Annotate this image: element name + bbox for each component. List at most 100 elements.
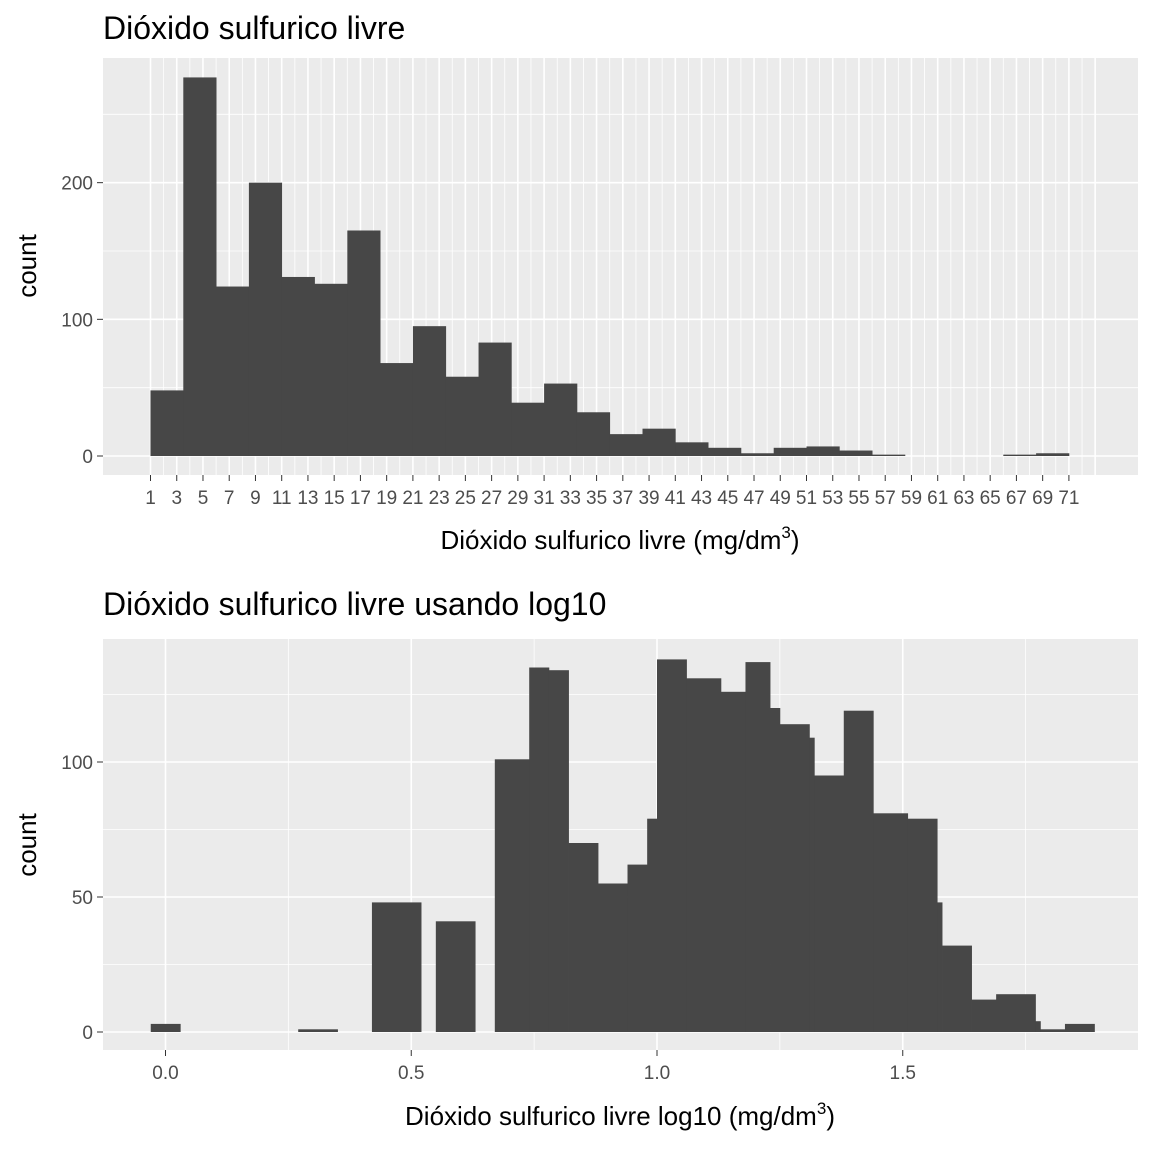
chart-1-bar: [183, 77, 217, 456]
chart-2-x-tick-label: 1.5: [890, 1063, 916, 1084]
chart-1-x-tick-label: 23: [429, 488, 450, 509]
chart-1-y-tick-label: 200: [61, 174, 93, 195]
chart-2-bar: [150, 1023, 181, 1032]
chart-1-x-tick-label: 45: [717, 488, 738, 509]
chart-1-x-tick-label: 19: [376, 488, 397, 509]
chart-1-x-tick-label: 47: [743, 488, 764, 509]
chart-1-x-tick-label: 71: [1058, 488, 1079, 509]
chart-2-bar: [779, 724, 810, 1032]
chart-2-bar: [657, 659, 687, 1032]
chart-2-bar: [1035, 1021, 1041, 1032]
chart-1-x-tick-label: 41: [665, 488, 686, 509]
chart-1-bars: [150, 77, 1070, 456]
chart-1-x-tick-label: 1: [145, 488, 156, 509]
chart-2-bar: [745, 662, 771, 1032]
chart-1-bar: [150, 390, 184, 456]
chart-2-bar: [971, 999, 997, 1032]
chart-1-y-axis: 0 100 200: [61, 174, 103, 468]
chart-1-bar: [1036, 453, 1070, 456]
chart-2-bar: [720, 691, 746, 1032]
chart-2-bar: [686, 678, 722, 1032]
chart-1-x-tick-label: 29: [507, 488, 528, 509]
chart-1-bar: [675, 442, 709, 456]
chart-1-bar: [314, 283, 348, 456]
chart-1-x-tick-label: 65: [980, 488, 1001, 509]
chart-2-y-tick-label: 100: [61, 753, 93, 774]
chart-2-bar: [843, 710, 874, 1032]
chart-2-x-axis-title: Dióxido sulfurico livre log10 (mg/dm3): [405, 1099, 835, 1131]
chart-1-x-tick-label: 69: [1032, 488, 1053, 509]
chart-1-bar: [445, 376, 479, 456]
chart-1-x-tick-label: 61: [927, 488, 948, 509]
chart-1-bar: [576, 412, 611, 456]
chart-2-bar: [568, 843, 599, 1032]
chart-2-x-axis: 0.0 0.5 1.0 1.5: [152, 1050, 916, 1084]
chart-2-bar: [298, 1029, 338, 1032]
chart-2-bar: [907, 818, 938, 1032]
chart-2-title: Dióxido sulfurico livre usando log10: [103, 586, 606, 622]
chart-1-y-tick-label: 0: [82, 447, 93, 468]
chart-2-bar: [494, 759, 530, 1032]
chart-1-x-tick-label: 21: [402, 488, 423, 509]
chart-2-bar: [996, 994, 1036, 1032]
chart-1-bar: [806, 446, 840, 456]
chart-2-bar: [435, 921, 476, 1032]
chart-1-bar: [380, 363, 414, 456]
chart-2-bar: [647, 818, 658, 1032]
chart-2-bar: [809, 737, 815, 1032]
chart-1-x-tick-label: 33: [560, 488, 581, 509]
chart-2-bars: [150, 659, 1095, 1032]
chart-2-x-tick-label: 0.0: [152, 1063, 178, 1084]
chart-1-bar: [872, 454, 906, 456]
chart-2-bar: [942, 945, 972, 1032]
chart-1-x-axis: 1 3 5 7 9 11 13 15 17 19 21 23 25 27 29 31 33 35 37 39 41 43 4…: [145, 475, 1079, 509]
chart-2-bar: [627, 864, 648, 1032]
chart-2-bar: [873, 813, 909, 1032]
chart-1-bar: [740, 453, 775, 456]
chart-1-x-tick-label: 15: [324, 488, 345, 509]
chart-1-bar: [216, 286, 250, 456]
chart-1-x-tick-label: 49: [770, 488, 791, 509]
chart-2-bar: [529, 667, 550, 1032]
chart-2-x-tick-label: 1.0: [644, 1063, 670, 1084]
chart-1-x-axis-title: Dióxido sulfurico livre (mg/dm3): [440, 523, 799, 555]
chart-1-x-tick-label: 63: [953, 488, 974, 509]
chart-1-x-tick-label: 25: [455, 488, 476, 509]
chart-1-bar: [281, 276, 315, 456]
chart-1-x-tick-label: 9: [250, 488, 261, 509]
chart-2-bar: [1064, 1023, 1095, 1032]
chart-2-bar: [937, 902, 943, 1032]
chart-2-x-tick-label: 0.5: [398, 1063, 424, 1084]
chart-2-bar: [371, 902, 422, 1032]
chart-1-bar: [412, 326, 447, 456]
chart-2-y-axis-title: count: [12, 812, 42, 876]
chart-2-y-axis: 0 50 100: [61, 753, 103, 1044]
chart-2-y-tick-label: 50: [72, 888, 93, 909]
chart-1-bar: [708, 447, 742, 456]
chart-2-bar: [1040, 1029, 1066, 1032]
chart-2-bar: [548, 670, 569, 1032]
chart-1-bar: [347, 230, 381, 456]
chart-1-bar: [248, 182, 283, 456]
chart-1-x-tick-label: 53: [822, 488, 843, 509]
chart-1-x-tick-label: 17: [350, 488, 371, 509]
chart-1-x-tick-label: 3: [171, 488, 182, 509]
chart-1-x-tick-label: 59: [901, 488, 922, 509]
chart-1-bar: [839, 450, 873, 456]
chart-1-y-axis-title: count: [12, 233, 42, 297]
chart-2-bar: [598, 883, 628, 1032]
chart-2: Dióxido sulfurico livre usando log10 0 50…: [12, 586, 1138, 1131]
chart-1-y-tick-label: 100: [61, 310, 93, 331]
chart-1-x-tick-label: 51: [796, 488, 817, 509]
chart-2-bar: [770, 708, 781, 1032]
chart-1-x-tick-label: 43: [691, 488, 712, 509]
chart-1-x-tick-label: 35: [586, 488, 607, 509]
chart-1-x-tick-label: 11: [272, 488, 292, 509]
chart-1-x-tick-label: 5: [198, 488, 209, 509]
chart-1-x-tick-label: 27: [481, 488, 502, 509]
chart-1-x-tick-label: 7: [224, 488, 235, 509]
chart-1-bar: [511, 402, 545, 456]
chart-1-x-tick-label: 67: [1006, 488, 1027, 509]
